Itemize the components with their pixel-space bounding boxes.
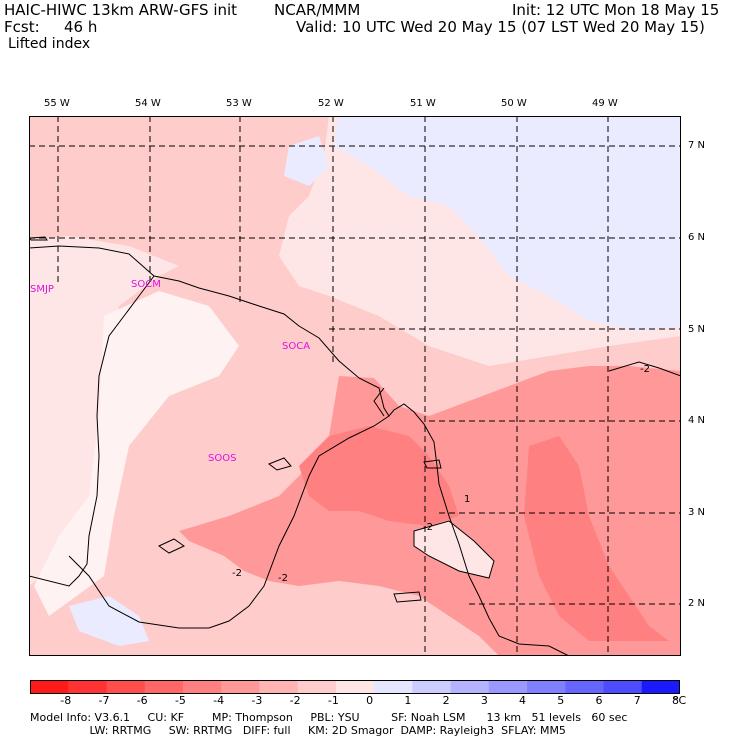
model-info-line1: Model Info: V3.6.1 CU: KF MP: Thompson P…	[30, 711, 628, 724]
border-line	[29, 275, 155, 587]
field-region-positive	[334, 116, 681, 331]
contour-label: 1	[464, 494, 471, 505]
colorbar-swatch	[488, 680, 528, 694]
lon-label: 52 W	[318, 98, 344, 109]
colorbar-label: 3	[480, 694, 488, 707]
valid-time: Valid: 10 UTC Wed 20 May 15 (07 LST Wed …	[296, 18, 705, 36]
border-line	[373, 387, 385, 417]
lat-label: 7 N	[688, 140, 706, 151]
init-time: Init: 12 UTC Mon 18 May 15	[512, 1, 720, 19]
colorbar-swatch	[144, 680, 184, 694]
forecast-hour: 46 h	[64, 18, 98, 36]
lon-label: 54 W	[135, 98, 161, 109]
colorbar-swatch	[374, 680, 413, 694]
lon-label: 50 W	[501, 98, 527, 109]
field-region-strong	[299, 426, 459, 526]
lifted-index-map	[29, 116, 681, 656]
lat-label: 4 N	[688, 415, 706, 426]
lon-label: 51 W	[410, 98, 436, 109]
lon-label: 53 W	[226, 98, 252, 109]
colorbar-swatch	[297, 680, 337, 694]
colorbar-swatch	[603, 680, 643, 694]
forecast-label: Fcst:	[4, 18, 40, 36]
colorbar-swatch	[106, 680, 146, 694]
colorbar-label: 5	[557, 694, 565, 707]
colorbar-label: 4	[519, 694, 527, 707]
lat-label: 3 N	[688, 507, 706, 518]
border-line	[68, 415, 390, 629]
contour-label: -2	[278, 573, 288, 584]
model-title: HAIC-HIWC 13km ARW-GFS init	[4, 1, 238, 19]
contour-label: -2	[640, 364, 650, 375]
field-name: Lifted index	[8, 36, 91, 52]
colorbar-swatch	[565, 680, 605, 694]
colorbar-label: -8	[60, 694, 72, 707]
colorbar-label: -6	[136, 694, 148, 707]
colorbar-unit: °C	[673, 694, 687, 707]
field-region-positive	[284, 136, 329, 186]
field-region-neutral	[34, 291, 239, 616]
colorbar-label: 2	[442, 694, 450, 707]
colorbar-label: 1	[404, 694, 412, 707]
colorbar-swatch	[221, 680, 260, 694]
colorbar-label: -4	[213, 694, 225, 707]
station-label: SOOS	[208, 453, 237, 464]
lat-label: 2 N	[688, 598, 706, 609]
colorbar-swatch	[68, 680, 107, 694]
colorbar-swatch	[641, 680, 680, 694]
colorbar-swatch	[527, 680, 566, 694]
colorbar-label: -1	[327, 694, 339, 707]
lon-label: 55 W	[44, 98, 70, 109]
colorbar-label: -2	[289, 694, 301, 707]
contour-label: -2	[423, 522, 433, 533]
contour-lines	[29, 236, 681, 603]
colorbar-swatch	[259, 680, 299, 694]
field-region-positive	[69, 596, 149, 646]
grid-lines	[29, 116, 681, 656]
station-label: SOCA	[282, 341, 311, 352]
colorbar-label: -3	[251, 694, 263, 707]
colorbar-label: 8	[672, 694, 679, 707]
model-info-line2: LW: RRTMG SW: RRTMG DIFF: full KM: 2D Sm…	[30, 724, 566, 737]
colorbar-swatch	[182, 680, 222, 694]
field-region-strong	[524, 436, 669, 641]
colorbar-label: -5	[174, 694, 186, 707]
lat-label: 5 N	[688, 324, 706, 335]
colorbar-label: 6	[595, 694, 603, 707]
colorbar	[30, 680, 680, 694]
map-frame	[29, 116, 681, 656]
field-region-light	[29, 116, 154, 231]
colorbar-label: 7	[633, 694, 641, 707]
field-region-neutral	[414, 521, 494, 578]
colorbar-swatch	[30, 680, 69, 694]
org-label: NCAR/MMM	[274, 1, 361, 19]
station-label: SOCM	[131, 279, 161, 290]
station-label: SMJP	[30, 284, 54, 295]
contour-label: -2	[232, 568, 242, 579]
colorbar-label: -7	[98, 694, 110, 707]
lat-label: 6 N	[688, 232, 706, 243]
colorbar-swatch	[450, 680, 490, 694]
colorbar-swatch	[412, 680, 452, 694]
colorbar-label: 0	[366, 694, 374, 707]
lon-label: 49 W	[592, 98, 618, 109]
colorbar-swatch	[335, 680, 375, 694]
